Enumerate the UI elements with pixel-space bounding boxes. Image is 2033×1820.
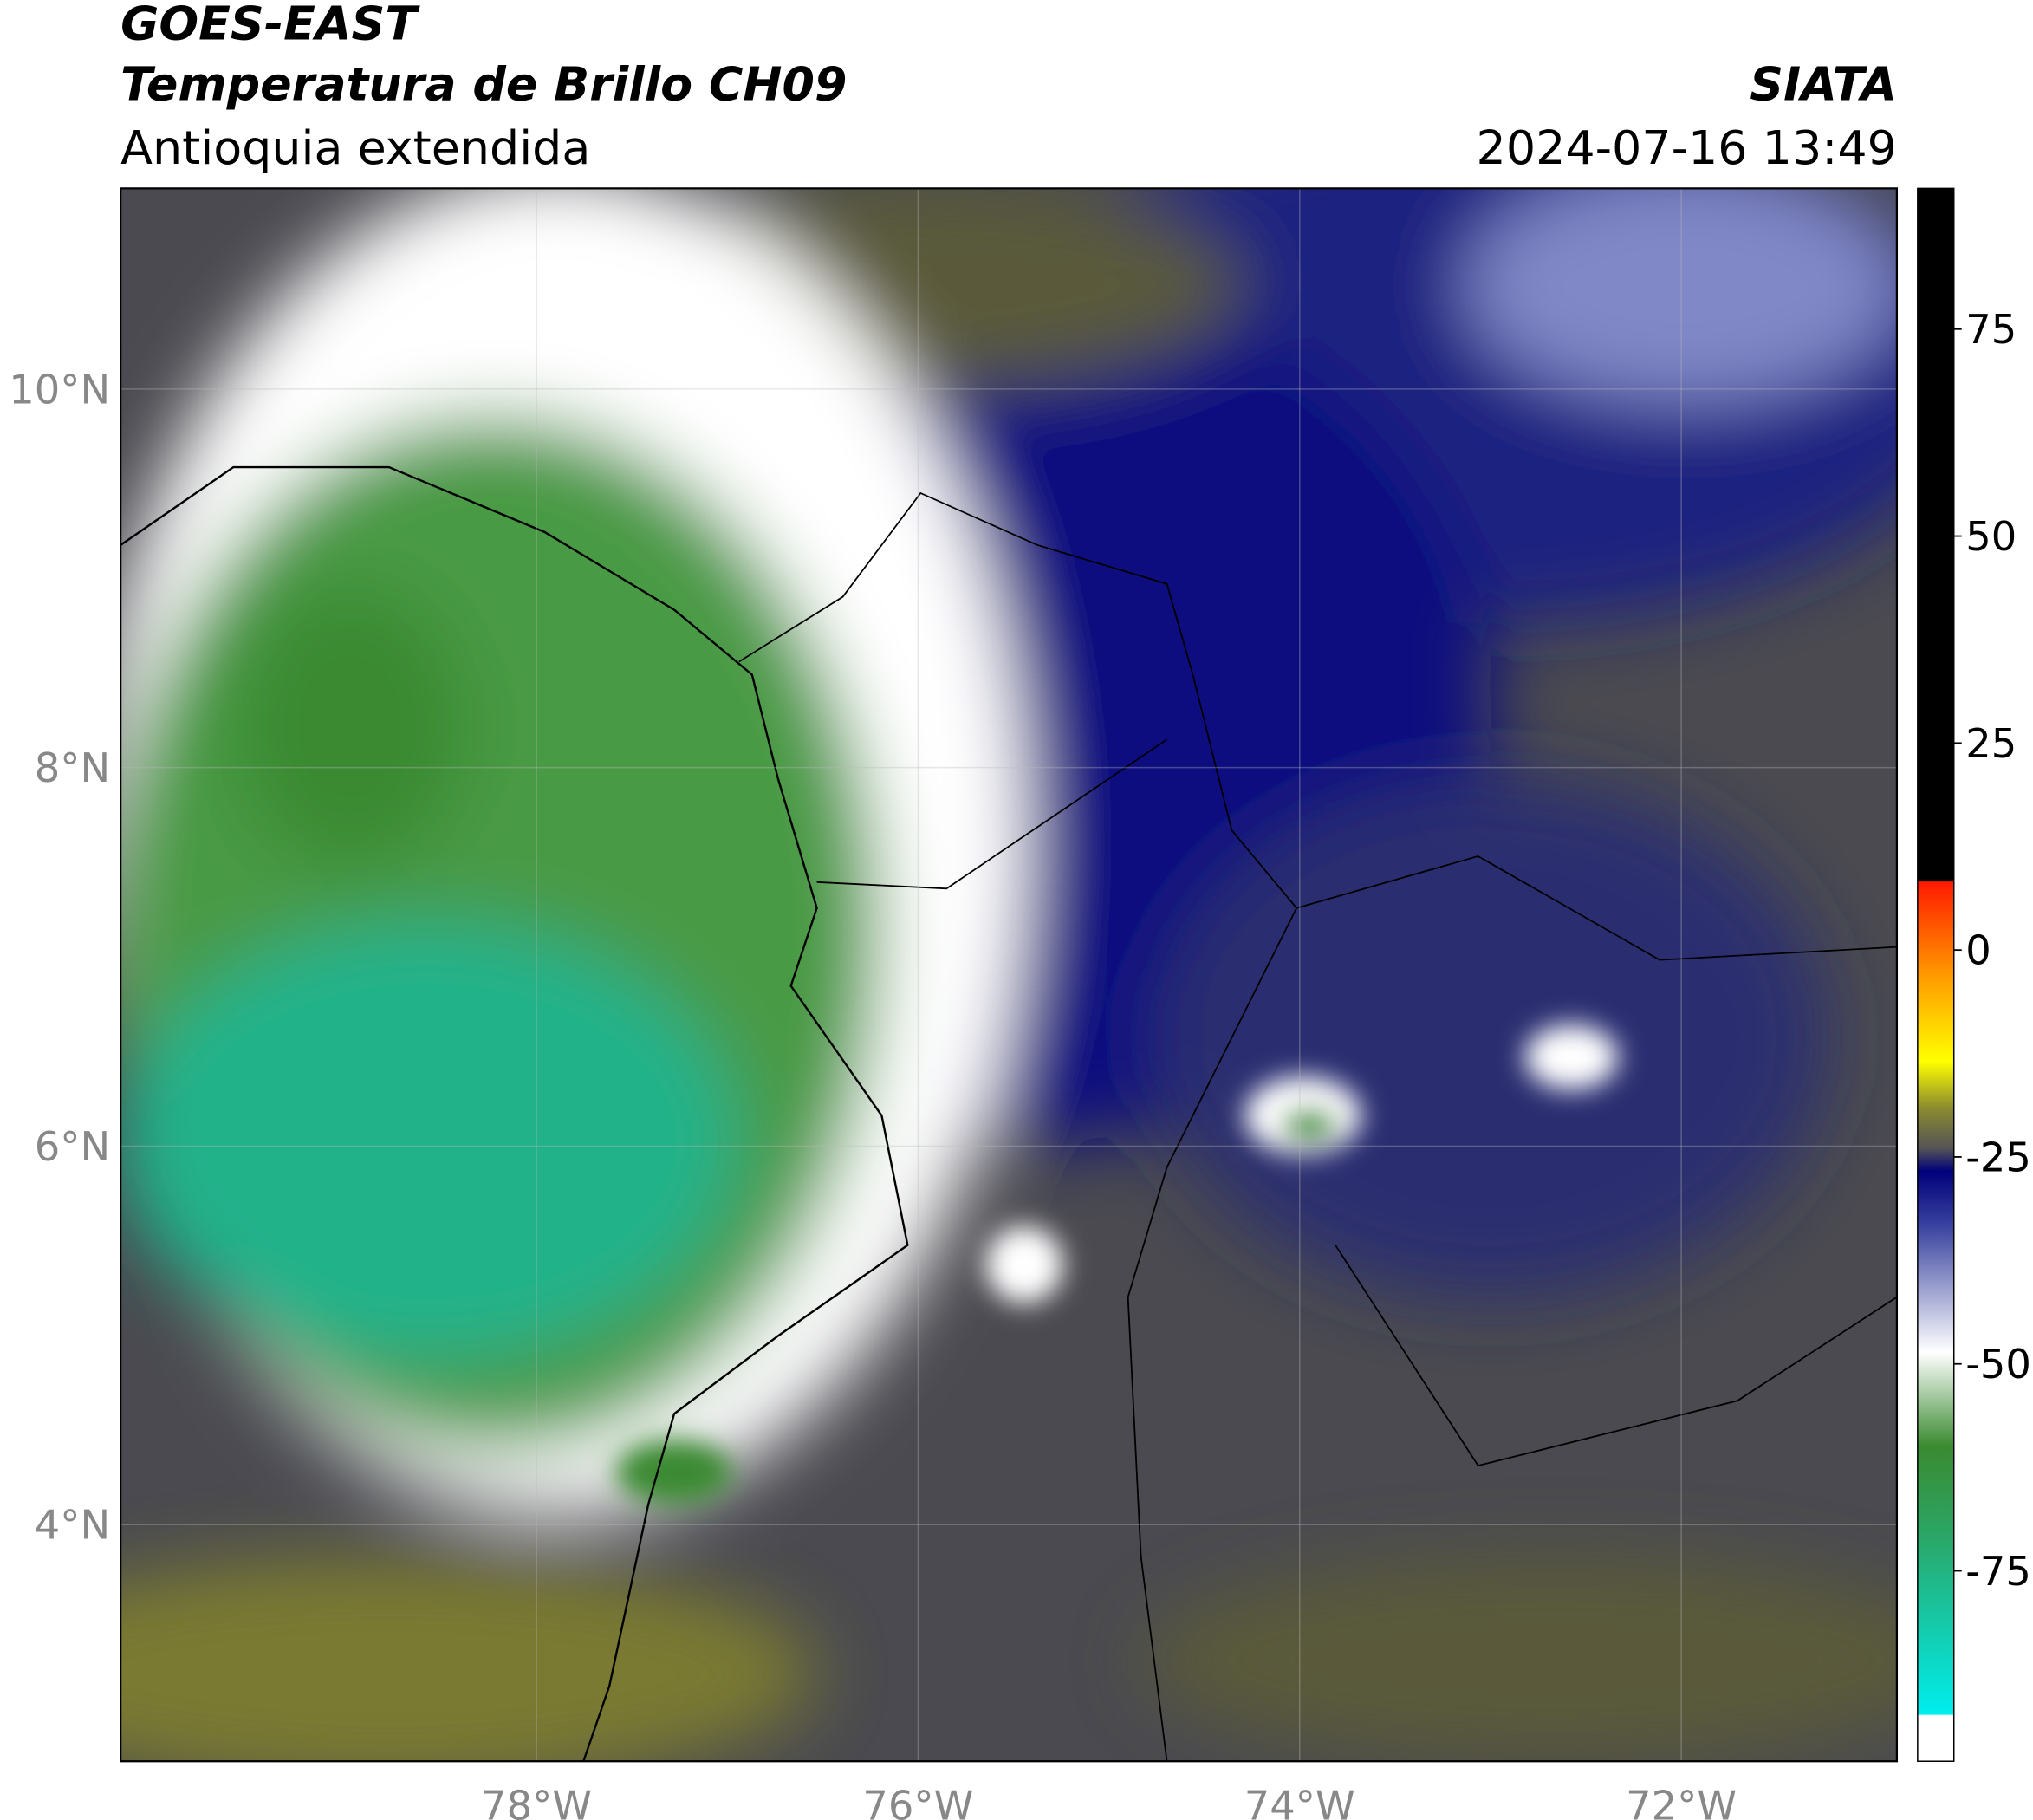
source: SIATA (1750, 57, 1897, 112)
x-tick-label: 72°W (1626, 1783, 1737, 1820)
borders (738, 491, 1897, 1762)
satellite-image (120, 188, 1897, 1762)
colorbar-tick-label: 50 (1965, 513, 2017, 560)
colorbar-tick-label: -75 (1965, 1548, 2031, 1595)
y-tick-label: 8°N (35, 744, 110, 791)
colorbar (1917, 187, 1955, 1762)
datetime: 2024-07-16 13:49 (1477, 120, 1897, 175)
colorbar-tick-label: 75 (1965, 306, 2017, 353)
grid (120, 188, 1897, 1762)
y-tick-label: 6°N (35, 1123, 110, 1170)
title: GOES-EAST (120, 0, 420, 50)
coastline (120, 465, 909, 1762)
subtitle: Temperatura de Brillo CH09 (120, 57, 847, 112)
x-tick-label: 76°W (862, 1783, 973, 1820)
x-tick-label: 74°W (1244, 1783, 1355, 1820)
colorbar-tick-label: 25 (1965, 720, 2017, 767)
x-tick-label: 78°W (481, 1783, 592, 1820)
colorbar-tick-label: -50 (1965, 1341, 2031, 1388)
y-tick-label: 10°N (9, 366, 110, 413)
colorbar-tick-label: -25 (1965, 1134, 2031, 1180)
map-frame (120, 187, 1899, 1763)
region: Antioquia extendida (120, 120, 590, 175)
colorbar-tick-label: 0 (1965, 927, 1991, 974)
y-tick-label: 4°N (35, 1502, 110, 1549)
